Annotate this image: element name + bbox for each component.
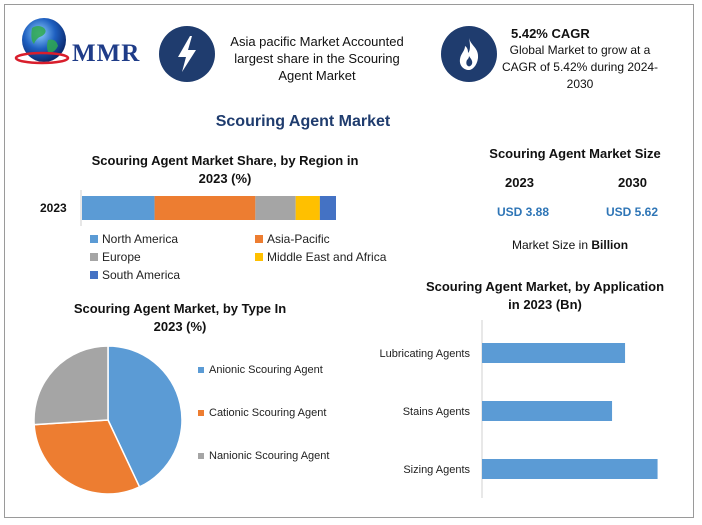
type-chart-title-line1: Scouring Agent Market, by Type In	[73, 301, 287, 316]
region-bar-segment-north-america	[82, 196, 155, 220]
cagr-title: 5.42% CAGR	[511, 26, 590, 41]
region-year-label: 2023	[40, 201, 67, 215]
region-bar-segment-middle-east-and-africa	[295, 196, 320, 220]
market-size-value-2023: USD 3.88	[497, 205, 550, 219]
lightning-bolt-icon	[178, 36, 196, 72]
application-label-stains-agents: Stains Agents	[403, 406, 471, 418]
globe-icon	[14, 18, 70, 65]
logo: MMR	[14, 14, 144, 68]
application-label-lubricating-agents: Lubricating Agents	[379, 348, 470, 360]
infographic-frame	[4, 4, 694, 518]
market-size-caption: Market Size in Billion	[512, 238, 629, 252]
region-legend: North America Asia-Pacific Europe Middle…	[90, 232, 410, 286]
application-bar-chart: Lubricating Agents Stains Agents Sizing Ag…	[379, 320, 658, 498]
type-chart-title-line2: 2023 (%)	[153, 319, 207, 334]
pie-slice-nanionic-scouring-agent	[33, 345, 109, 426]
region-chart-title: Scouring Agent Market Share, by Region i…	[60, 152, 390, 188]
region-chart-title-line1: Scouring Agent Market Share, by Region i…	[91, 153, 359, 168]
lightning-icon-badge	[159, 26, 215, 82]
region-highlight-text: Asia pacific Market Accounted largest sh…	[230, 34, 404, 83]
legend-item-cationic: Cationic Scouring Agent	[198, 407, 326, 419]
legend-item-middle-east-africa: Middle East and Africa	[255, 250, 386, 264]
market-size-year-2030: 2030	[618, 175, 647, 190]
application-chart-title: Scouring Agent Market, by Application in…	[405, 278, 685, 314]
legend-item-asia-pacific: Asia-Pacific	[255, 232, 330, 246]
market-size-year-2023: 2023	[505, 175, 534, 190]
flame-icon-badge	[441, 26, 497, 82]
page-title: Scouring Agent Market	[215, 113, 391, 130]
region-stacked-bar	[80, 190, 336, 226]
pie-slice-anionic-scouring-agent	[107, 345, 183, 488]
legend-item-anionic: Anionic Scouring Agent	[198, 364, 323, 376]
legend-item-nanionic: Nanionic Scouring Agent	[198, 450, 329, 462]
pie-slice-cationic-scouring-agent	[33, 419, 141, 495]
application-bar-lubricating-agents	[482, 343, 626, 363]
logo-text: MMR	[72, 40, 141, 67]
type-chart-title: Scouring Agent Market, by Type In 2023 (…	[50, 300, 310, 336]
application-label-sizing-agents: Sizing Agents	[403, 464, 470, 476]
application-chart-title-line1: Scouring Agent Market, by Application	[425, 279, 665, 294]
legend-item-europe: Europe	[90, 250, 141, 264]
region-chart-title-line2: 2023 (%)	[198, 171, 252, 186]
region-bar-segment-asia-pacific	[154, 196, 256, 220]
market-size-value-2030: USD 5.62	[606, 205, 659, 219]
application-bar-stains-agents	[482, 401, 613, 421]
region-bar-segment-europe	[255, 196, 296, 220]
application-chart-title-line2: in 2023 (Bn)	[508, 297, 582, 312]
type-legend: Anionic Scouring Agent Cationic Scouring…	[198, 364, 358, 474]
legend-item-north-america: North America	[90, 232, 178, 246]
region-bar-segment-south-america	[319, 196, 336, 220]
application-bar-sizing-agents	[482, 459, 658, 479]
market-size-title: Scouring Agent Market Size	[489, 146, 661, 161]
flame-icon	[459, 38, 479, 70]
type-pie-chart	[33, 345, 183, 495]
legend-item-south-america: South America	[90, 268, 180, 282]
cagr-text: Global Market to grow at a CAGR of 5.42%…	[501, 43, 659, 91]
